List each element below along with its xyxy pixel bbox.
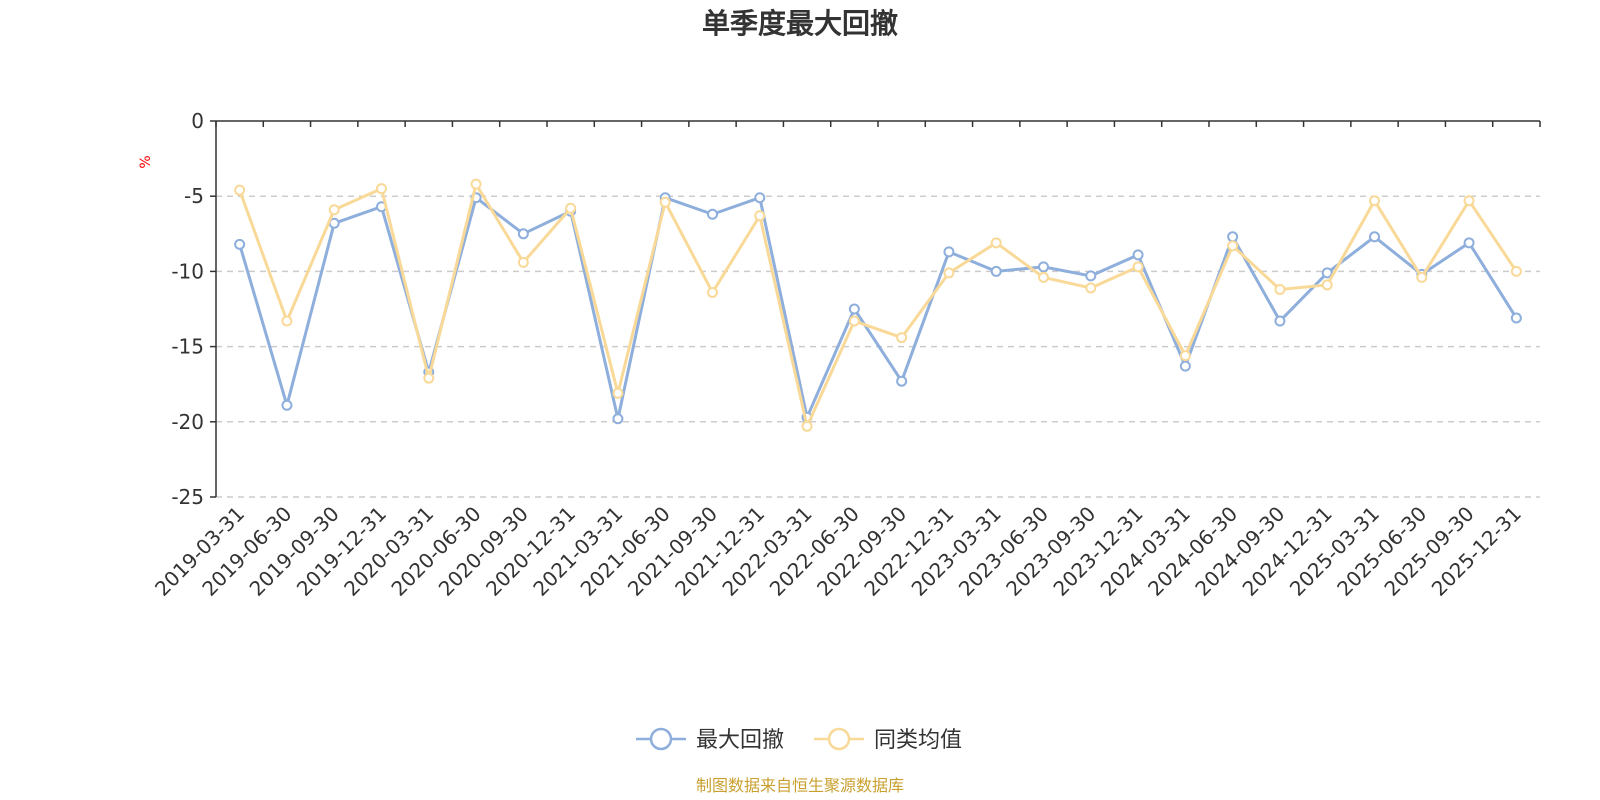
legend-item-max-drawdown[interactable]: 最大回撤 bbox=[636, 727, 784, 753]
data-point bbox=[848, 303, 860, 315]
series-lines bbox=[234, 178, 1522, 432]
y-tick-label: -20 bbox=[171, 410, 204, 434]
data-point bbox=[234, 238, 246, 250]
data-point bbox=[1510, 312, 1522, 324]
data-point bbox=[281, 315, 293, 327]
data-point bbox=[612, 387, 624, 399]
data-point bbox=[1085, 270, 1097, 282]
data-point bbox=[943, 267, 955, 279]
data-point bbox=[470, 178, 482, 190]
data-point bbox=[896, 375, 908, 387]
data-point bbox=[659, 196, 671, 208]
data-point bbox=[1463, 195, 1475, 207]
source-note: 制图数据来自恒生聚源数据库 bbox=[696, 776, 904, 795]
data-point bbox=[1179, 360, 1191, 372]
data-point bbox=[1274, 315, 1286, 327]
data-point bbox=[990, 265, 1002, 277]
data-point bbox=[517, 256, 529, 268]
y-tick-label: -5 bbox=[184, 184, 204, 208]
data-point bbox=[1369, 231, 1380, 243]
data-point bbox=[376, 183, 387, 195]
data-point bbox=[1227, 240, 1239, 252]
legend-label: 最大回撤 bbox=[696, 728, 784, 753]
y-tick-label: 0 bbox=[191, 109, 204, 133]
y-tick-label: -10 bbox=[171, 259, 204, 283]
data-point bbox=[281, 399, 293, 411]
data-point bbox=[707, 208, 718, 220]
data-point bbox=[1132, 261, 1144, 273]
data-point bbox=[1369, 195, 1380, 207]
data-point bbox=[612, 413, 624, 425]
y-tick-labels: 0 -5 -10 -15 -20 -25 bbox=[171, 109, 204, 509]
x-tick-labels: 2019-03-312019-06-302019-09-302019-12-31… bbox=[150, 502, 1526, 601]
chart-title: 单季度最大回撤 bbox=[702, 7, 898, 40]
data-point bbox=[517, 228, 529, 240]
data-point bbox=[234, 184, 246, 196]
data-point bbox=[1227, 231, 1239, 243]
data-point bbox=[801, 420, 813, 432]
y-tick-label: -25 bbox=[171, 485, 204, 509]
axes bbox=[210, 120, 1541, 498]
data-point bbox=[1132, 249, 1144, 261]
data-point bbox=[1321, 267, 1333, 279]
data-point bbox=[1274, 283, 1286, 295]
series-max-drawdown bbox=[234, 192, 1522, 425]
data-point bbox=[1416, 271, 1428, 283]
series-line bbox=[238, 196, 1518, 421]
data-point bbox=[1179, 350, 1191, 362]
legend: 最大回撤 同类均值 bbox=[636, 727, 962, 753]
data-point bbox=[848, 315, 860, 327]
series-line bbox=[238, 182, 1518, 428]
data-point bbox=[754, 192, 766, 204]
data-point bbox=[943, 246, 955, 258]
data-point bbox=[1510, 265, 1522, 277]
data-point bbox=[1321, 279, 1333, 291]
data-point bbox=[328, 204, 340, 216]
data-point bbox=[1085, 282, 1097, 294]
y-axis-unit-label: % bbox=[138, 155, 154, 168]
data-point bbox=[707, 286, 718, 298]
data-point bbox=[1038, 271, 1049, 283]
data-point bbox=[1463, 237, 1475, 249]
y-tick-label: -15 bbox=[171, 335, 204, 359]
legend-marker-icon bbox=[827, 727, 851, 751]
data-point bbox=[423, 372, 435, 384]
data-point bbox=[565, 202, 577, 214]
data-point bbox=[896, 332, 908, 344]
series-peer-average bbox=[234, 178, 1522, 432]
legend-item-peer-average[interactable]: 同类均值 bbox=[814, 727, 962, 753]
data-point bbox=[990, 237, 1002, 249]
data-point bbox=[1038, 261, 1049, 273]
data-point bbox=[754, 210, 766, 222]
legend-marker-icon bbox=[649, 727, 673, 751]
legend-label: 同类均值 bbox=[874, 728, 962, 753]
